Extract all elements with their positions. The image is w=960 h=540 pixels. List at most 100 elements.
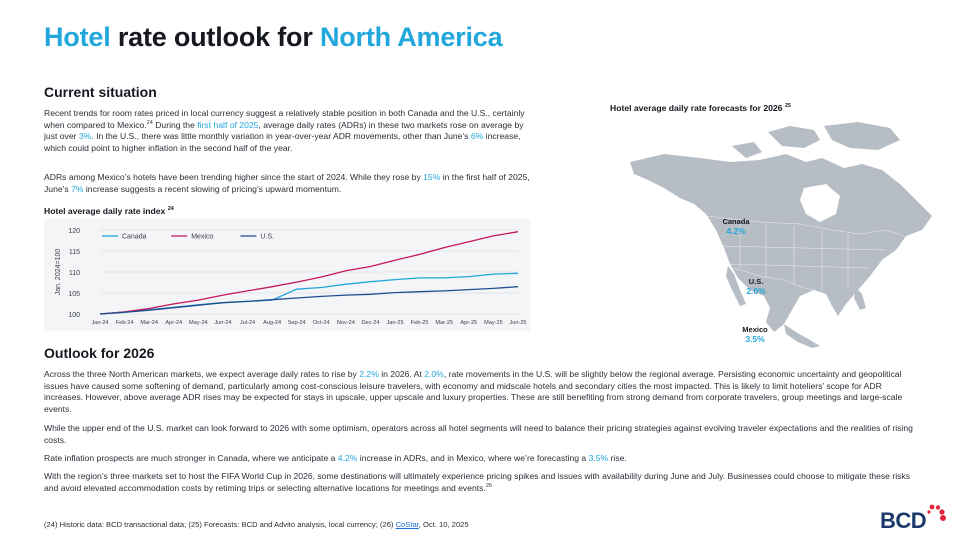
- map-us-mexico-border: [733, 267, 815, 291]
- legend-label: Canada: [122, 234, 147, 241]
- map-mainland: [630, 154, 932, 332]
- text-run: . In the U.S., there was little monthly …: [91, 131, 471, 142]
- map-title: Hotel average daily rate forecasts for 2…: [610, 103, 791, 113]
- x-tick-label: Mar-24: [140, 320, 158, 326]
- highlight-value: 6%: [470, 131, 484, 142]
- map-canada-us-border: [705, 215, 905, 237]
- x-tick-label: Jun-24: [214, 320, 231, 326]
- index-chart: 100 105 110 115 120 Jan. 2024=100 Jan-24 Feb-24…: [55, 228, 527, 326]
- bcd-logo: BCD: [880, 504, 946, 534]
- outlook-heading: Outlook for 2026: [44, 345, 155, 361]
- text-run: ADRs among Mexico’s hotels have been tre…: [44, 172, 424, 182]
- map-landmass: [630, 122, 932, 348]
- index-chart-panel: 100 105 110 115 120 Jan. 2024=100 Jan-24 Feb-24…: [44, 219, 530, 331]
- map-arctic-island-1: [768, 126, 820, 148]
- text-run: , average daily rates (ADRs) in these tw…: [44, 119, 524, 142]
- page-title: Hotel rate outlook for North America: [44, 22, 503, 53]
- map-central-america: [784, 324, 820, 348]
- current-situation-heading: Current situation: [44, 84, 157, 100]
- current-paragraph-1: Recent trends for room rates priced in l…: [44, 108, 530, 154]
- footnote-date: , Oct. 10, 2025: [418, 520, 469, 529]
- map-title-footnote: 25: [784, 103, 791, 110]
- map-callout-canada: Canada 4.2%: [706, 217, 766, 236]
- text-run: With the region’s three markets set to h…: [44, 471, 911, 493]
- map-value-canada: 4.2%: [726, 226, 746, 236]
- footnote-ref: 26: [485, 482, 492, 489]
- map-label-canada: Canada: [722, 217, 750, 226]
- x-tick-label: Jun-25: [509, 320, 526, 326]
- outlook-paragraph-3: Rate inflation prospects are much strong…: [44, 453, 914, 465]
- highlight-value: 15%: [423, 172, 441, 182]
- x-tick-label: Apr-25: [460, 320, 477, 326]
- map-state-lines: [705, 215, 905, 291]
- map-callout-mexico: Mexico 3.5%: [725, 325, 785, 344]
- map-hudson-bay: [800, 184, 840, 222]
- legend-label: Mexico: [191, 234, 213, 241]
- x-tick-label: Dec-24: [361, 320, 379, 326]
- highlight-value: 7%: [71, 183, 84, 194]
- text-run: increase in ADRs, and in Mexico, where w…: [357, 453, 589, 463]
- highlight-value: 2.0%: [424, 369, 444, 379]
- y-tick-label: 115: [69, 249, 80, 256]
- current-paragraph-2: ADRs among Mexico’s hotels have been tre…: [44, 172, 530, 195]
- x-tick-label: Nov-24: [337, 320, 355, 326]
- map-title-text: Hotel average daily rate forecasts for 2…: [610, 103, 783, 113]
- text-run: Across the three North American markets,…: [44, 369, 360, 379]
- x-tick-label: Aug-24: [263, 320, 281, 326]
- map-value-us: 2.0%: [746, 286, 766, 296]
- map-florida: [854, 288, 866, 310]
- x-tick-label: May-25: [484, 320, 503, 326]
- costar-link[interactable]: CoStar: [395, 520, 419, 529]
- index-chart-title-text: Hotel average daily rate index: [44, 206, 166, 216]
- x-tick-label: Feb-25: [411, 320, 429, 326]
- footnote: (24) Historic data: BCD transactional da…: [44, 520, 469, 529]
- x-tick-label: May-24: [189, 320, 208, 326]
- index-chart-title: Hotel average daily rate index 24: [44, 206, 174, 216]
- text-run: increase suggests a recent slowing of pr…: [83, 183, 342, 194]
- highlight-value: 2.2%: [359, 369, 379, 379]
- y-tick-label: 120: [68, 228, 80, 235]
- title-accent-region: North America: [319, 22, 503, 52]
- text-run: Rate inflation prospects are much strong…: [44, 453, 338, 463]
- map-arctic-island-2: [824, 122, 900, 150]
- x-tick-label: Jul-24: [240, 320, 255, 326]
- y-axis-label: Jan. 2024=100: [55, 249, 62, 296]
- map-arctic-island-3: [732, 142, 762, 158]
- bcd-logo-text: BCD: [880, 508, 927, 533]
- highlight-value: 3.5%: [588, 453, 609, 463]
- map-label-mexico: Mexico: [742, 325, 768, 334]
- outlook-paragraph-4: With the region’s three markets set to h…: [44, 471, 914, 494]
- highlight-value: 3%: [78, 131, 92, 142]
- text-run: in 2026. At: [378, 369, 425, 379]
- title-accent-hotel: Hotel: [44, 22, 111, 52]
- x-tick-label: Apr-24: [165, 320, 182, 326]
- text-run: , rate movements in the U.S. will be sli…: [44, 369, 903, 414]
- outlook-paragraph-1: Across the three North American markets,…: [44, 369, 914, 415]
- text-run: Recent trends for room rates priced in l…: [44, 108, 525, 130]
- series-line-us: [99, 286, 519, 315]
- map-callout-us: U.S. 2.0%: [726, 277, 786, 296]
- x-tick-label: Oct-24: [313, 320, 330, 326]
- index-chart-title-footnote: 24: [167, 206, 174, 213]
- map-baja: [726, 266, 746, 306]
- map-label-us: U.S.: [748, 277, 764, 286]
- title-middle: rate outlook for: [110, 22, 320, 52]
- highlight-value: 4.2%: [337, 453, 358, 463]
- bcd-logo-dots-icon: [927, 504, 946, 521]
- footnote-text: (24) Historic data: BCD transactional da…: [44, 520, 396, 529]
- x-tick-label: Mar-25: [435, 320, 453, 326]
- x-tick-label: Jan-24: [91, 320, 108, 326]
- y-tick-label: 100: [68, 312, 80, 319]
- outlook-paragraph-2: While the upper end of the U.S. market c…: [44, 423, 914, 446]
- highlight-value: first half of 2025: [197, 119, 259, 130]
- x-tick-label: Feb-24: [116, 320, 134, 326]
- text-run: increase, which could point to higher in…: [44, 131, 521, 153]
- y-tick-label: 105: [68, 291, 80, 298]
- map-value-mexico: 3.5%: [745, 334, 765, 344]
- map-state-line: [727, 263, 871, 269]
- series-line-mexico: [99, 231, 519, 315]
- map-state-line: [719, 245, 887, 251]
- north-america-map: [630, 122, 932, 348]
- legend-label: U.S.: [260, 234, 274, 241]
- text-run: rise.: [608, 453, 627, 463]
